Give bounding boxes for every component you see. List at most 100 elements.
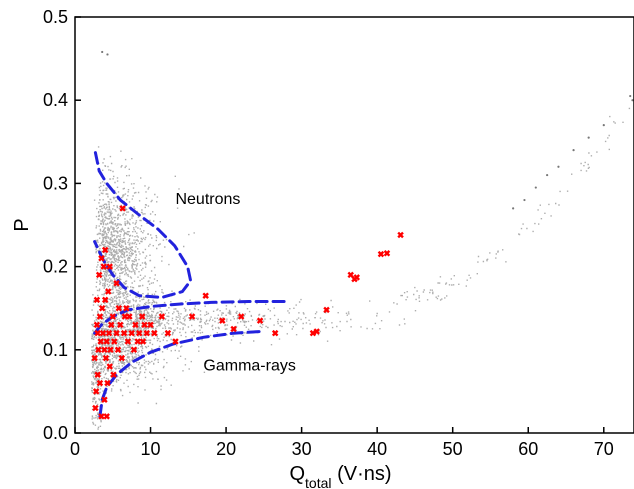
x-tick-label: 50 [443, 439, 463, 459]
highlight-point [383, 250, 391, 257]
highlight-point [164, 329, 172, 337]
highlight-point [323, 306, 330, 314]
sparse-point [101, 50, 104, 54]
background-points [91, 50, 634, 430]
x-tick-label: 70 [594, 439, 614, 459]
background-point-cloud [91, 107, 631, 430]
highlight-point [108, 321, 115, 329]
labels: Qtotal (V·ns) P Neutrons Gamma-rays [11, 191, 392, 489]
highlight-point [98, 304, 106, 312]
highlight-point [271, 329, 279, 337]
highlight-point [313, 328, 320, 335]
highlight-point [97, 338, 104, 345]
highlight-point [103, 338, 110, 345]
axes: 0 10 20 30 40 50 60 70 0.0 0.1 0.2 0.3 0.4 0.5 [43, 7, 634, 459]
highlight-point [397, 231, 404, 239]
highlight-point [256, 317, 264, 324]
highlight-point [106, 363, 113, 370]
highlight-point [151, 329, 158, 337]
highlight-point [141, 321, 148, 329]
highlight-point [95, 346, 102, 354]
highlight-point [107, 346, 114, 354]
gamma-upper-boundary-curve [93, 300, 288, 335]
highlight-point [105, 329, 113, 337]
sparse-point [572, 149, 575, 152]
gamma-rays-annotation: Gamma-rays [203, 358, 295, 375]
plot-frame [74, 16, 634, 434]
highlight-point [353, 274, 361, 281]
highlight-point [95, 271, 103, 279]
y-tick-label: 0.3 [43, 173, 68, 193]
highlight-point [132, 321, 139, 329]
highlight-point [139, 338, 147, 345]
highlight-point [158, 313, 166, 320]
highlight-point [309, 329, 317, 337]
highlight-point [130, 346, 138, 354]
highlight-point [98, 255, 105, 262]
highlight-point [113, 279, 120, 287]
sparse-point [629, 94, 632, 98]
highlight-point [102, 354, 110, 362]
highlight-point [101, 246, 109, 254]
highlight-point [114, 346, 122, 354]
highlight-point [135, 329, 143, 337]
highlight-point [91, 354, 98, 362]
highlight-point [96, 379, 104, 387]
sparse-point [587, 136, 590, 139]
highlight-point [94, 329, 101, 337]
highlight-point [377, 250, 385, 258]
highlight-point [98, 413, 105, 420]
sparse-point [106, 53, 109, 56]
highlight-point [120, 329, 128, 337]
highlight-point [143, 329, 151, 337]
highlight-point [93, 321, 101, 329]
highlight-point [106, 263, 113, 270]
highlight-point [100, 263, 107, 270]
y-tick-label: 0.2 [43, 257, 68, 277]
x-axis-label: Qtotal (V·ns) [289, 463, 391, 489]
highlight-point [104, 379, 111, 387]
highlight-point [230, 325, 237, 333]
x-tick-label: 20 [216, 439, 236, 459]
highlight-point [109, 313, 117, 320]
highlight-point [123, 304, 130, 312]
gamma-lower-boundary-curve [98, 330, 262, 418]
x-tick-label: 40 [367, 439, 387, 459]
highlight-point [119, 205, 126, 212]
highlight-point [118, 354, 126, 362]
highlight-point [96, 313, 104, 320]
highlight-points [91, 205, 404, 420]
highlight-point [101, 396, 108, 403]
highlight-point [138, 313, 146, 320]
y-axis-label: P [11, 218, 33, 231]
highlight-point [219, 317, 226, 324]
sparse-point [631, 99, 634, 102]
highlight-point [94, 371, 101, 379]
highlight-point [124, 338, 132, 345]
highlight-point [117, 321, 124, 329]
highlight-point [121, 313, 129, 320]
highlight-point [237, 313, 245, 320]
highlight-point [103, 413, 110, 420]
x-tick-label: 30 [292, 439, 312, 459]
highlight-point [93, 296, 101, 304]
sparse-point [523, 198, 526, 202]
sparse-point [557, 165, 560, 168]
y-tick-label: 0.5 [43, 7, 68, 27]
highlight-point [110, 371, 117, 379]
highlight-point [101, 346, 108, 354]
y-tick-label: 0.0 [43, 423, 68, 443]
highlight-point [92, 388, 100, 395]
highlight-point [99, 329, 107, 337]
sparse-point [534, 186, 537, 189]
highlight-point [111, 338, 118, 345]
sparse-point [512, 207, 515, 210]
x-tick-label: 0 [70, 439, 80, 459]
sparse-point [602, 124, 605, 127]
highlight-point [188, 313, 196, 320]
y-tick-label: 0.4 [43, 90, 68, 110]
x-tick-label: 60 [518, 439, 538, 459]
highlight-point [134, 338, 141, 345]
highlight-point [172, 338, 179, 345]
